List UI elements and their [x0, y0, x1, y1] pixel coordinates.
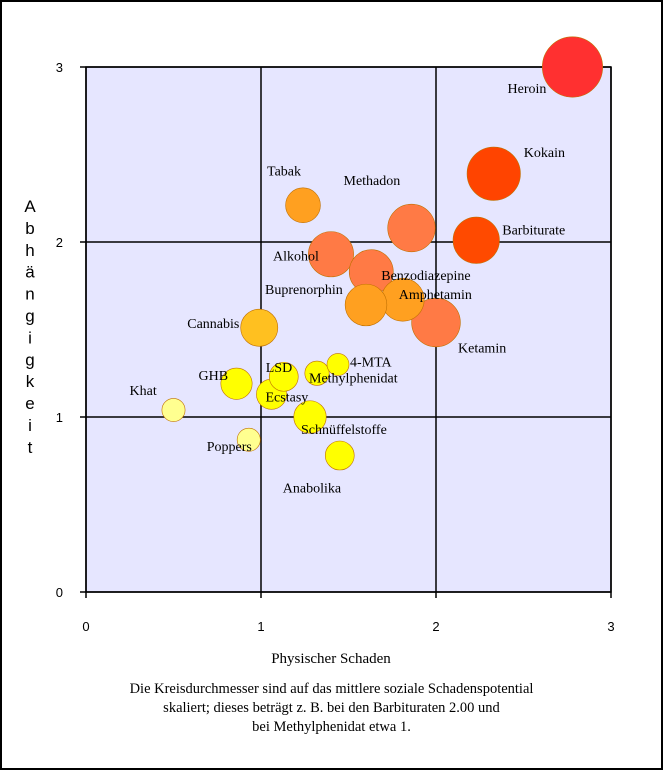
bubble-schn-ffelstoffe: [293, 400, 327, 434]
label-benzodiazepine: Benzodiazepine: [381, 269, 470, 284]
y-axis-title-letter: g: [25, 307, 34, 326]
plot-area: [85, 66, 612, 593]
label-lsd: LSD: [266, 361, 292, 376]
bubble-lsd: [268, 361, 299, 392]
y-axis-title-letter: A: [24, 197, 36, 216]
bubbles: [161, 36, 603, 471]
label-anabolika: Anabolika: [283, 482, 342, 497]
y-axis-title-letter: i: [28, 328, 32, 347]
bubble-barbiturate: [452, 216, 500, 264]
bubble-cannabis: [240, 308, 279, 347]
plot-background: [85, 66, 612, 593]
x-tick-label-0: 0: [82, 619, 89, 634]
label-4-mta: 4-MTA: [350, 356, 393, 371]
y-tick-label-1: 1: [56, 410, 63, 425]
label-khat: Khat: [130, 384, 157, 399]
y-tick-label-3: 3: [56, 60, 63, 75]
label-cannabis: Cannabis: [187, 317, 239, 332]
y-tick-label-2: 2: [56, 235, 63, 250]
label-amphetamin: Amphetamin: [399, 288, 472, 303]
y-axis-title-letter: b: [25, 219, 34, 238]
bubble-ketamin: [411, 297, 461, 348]
x-tick-label-2: 2: [432, 619, 439, 634]
caption-line-2: skaliert; dieses beträgt z. B. bei den B…: [163, 700, 500, 716]
y-axis-title-letter: n: [25, 285, 34, 304]
bubble-methadon: [387, 203, 436, 253]
y-axis-title-letter: g: [25, 350, 34, 369]
y-axis-title-letter: t: [28, 438, 33, 457]
y-axis-ticks: 0 1 2 3: [56, 60, 63, 600]
bubble-kokain: [466, 146, 521, 201]
caption: Die Kreisdurchmesser sind auf das mittle…: [0, 680, 663, 737]
bubble-poppers: [236, 427, 261, 452]
bubble-anabolika: [324, 440, 355, 471]
label-heroin: Heroin: [508, 82, 547, 97]
label-kokain: Kokain: [524, 146, 565, 161]
y-axis-title-letter: e: [25, 394, 34, 413]
caption-line-1: Die Kreisdurchmesser sind auf das mittle…: [129, 681, 534, 697]
label-poppers: Poppers: [207, 440, 252, 455]
bubble-4-mta: [326, 353, 350, 376]
y-axis-title-letter: h: [25, 241, 34, 260]
label-alkohol: Alkohol: [273, 249, 319, 264]
x-tick-label-1: 1: [257, 619, 264, 634]
bubble-methylphenidat: [304, 360, 330, 386]
bubble-heroin: [542, 36, 603, 98]
label-ecstasy: Ecstasy: [266, 390, 309, 405]
bubble-chart: 0 1 2 3 0 1 2 3 Heroin Kokain Barbiturate Methado…: [24, 36, 615, 667]
bubble-khat: [161, 398, 186, 422]
x-axis-ticks: 0 1 2 3: [82, 619, 614, 634]
label-methadon: Methadon: [344, 174, 401, 189]
bubble-buprenorphin: [344, 283, 388, 327]
x-axis-title: Physischer Schaden: [271, 651, 391, 667]
label-schn-ffelstoffe: Schnüffelstoffe: [301, 423, 387, 438]
y-tick-label-0: 0: [56, 585, 63, 600]
label-ghb: GHB: [199, 369, 229, 384]
y-axis-title-letter: i: [28, 416, 32, 435]
label-buprenorphin: Buprenorphin: [265, 283, 343, 298]
y-axis-title-letter: k: [26, 372, 35, 391]
bubble-tabak: [285, 187, 321, 223]
label-ketamin: Ketamin: [458, 342, 506, 357]
bubble-alkohol: [308, 231, 354, 278]
label-barbiturate: Barbiturate: [502, 223, 565, 238]
x-tick-label-3: 3: [607, 619, 614, 634]
label-methylphenidat: Methylphenidat: [309, 371, 398, 386]
bubble-ghb: [220, 367, 253, 400]
label-tabak: Tabak: [267, 164, 301, 179]
y-axis-title-letter: ä: [25, 263, 35, 282]
caption-line-3: bei Methylphenidat etwa 1.: [252, 719, 411, 735]
bubble-labels: Heroin Kokain Barbiturate Methadon Alkohol Ke…: [130, 82, 566, 497]
